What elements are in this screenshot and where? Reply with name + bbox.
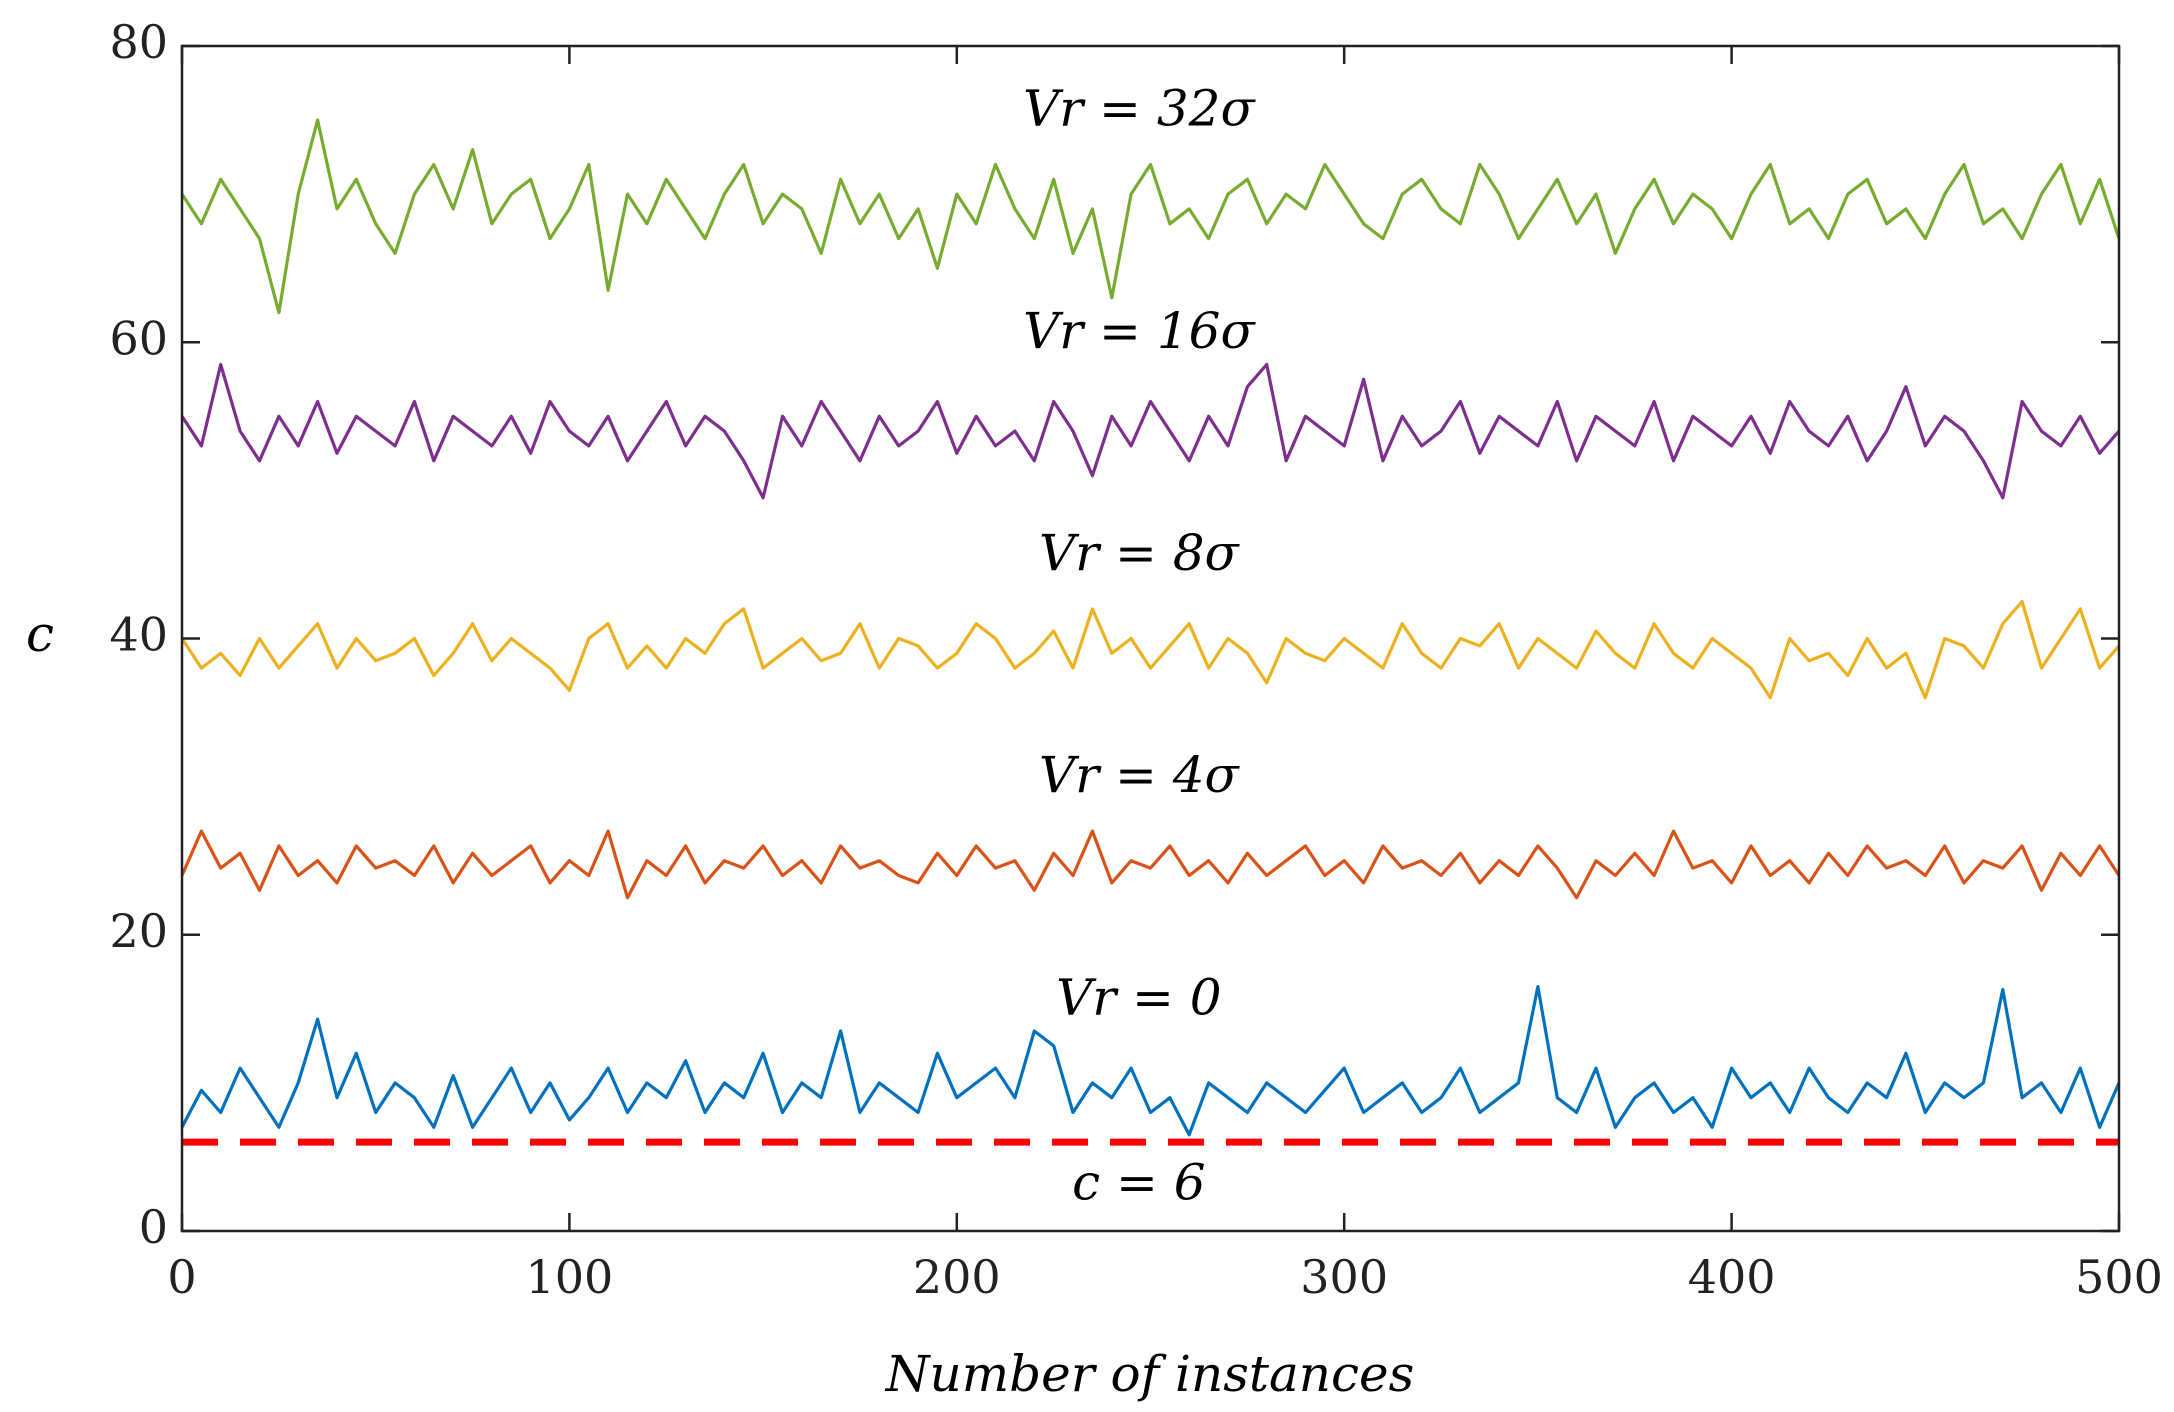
annotation: Vr = 4σ — [1039, 746, 1241, 804]
y-tick-label: 60 — [109, 311, 168, 365]
series-line — [180, 362, 2121, 500]
x-tick-label: 0 — [167, 1250, 196, 1304]
x-tick-label: 200 — [913, 1250, 1001, 1304]
x-axis-label: Number of instances — [885, 1345, 1414, 1403]
x-tick-label: 500 — [2075, 1250, 2163, 1304]
series-line — [180, 118, 2121, 315]
y-tick-label: 40 — [109, 608, 168, 662]
x-tick-label: 100 — [525, 1250, 613, 1304]
annotation: Vr = 16σ — [1023, 302, 1256, 360]
x-tick-label: 300 — [1300, 1250, 1388, 1304]
annotation: Vr = 8σ — [1039, 524, 1241, 582]
series-line — [180, 599, 2121, 700]
x-tick-label: 400 — [1688, 1250, 1776, 1304]
annotation: c = 6 — [1072, 1154, 1206, 1212]
y-tick-label: 0 — [139, 1200, 168, 1254]
axes-box — [180, 44, 2121, 1233]
series-line — [180, 829, 2121, 900]
annotation: Vr = 0 — [1056, 968, 1222, 1026]
y-tick-label: 80 — [109, 15, 168, 69]
annotation: Vr = 32σ — [1023, 80, 1256, 138]
y-axis-label: c — [26, 605, 54, 663]
y-tick-label: 20 — [109, 904, 168, 958]
series-line — [180, 985, 2121, 1137]
